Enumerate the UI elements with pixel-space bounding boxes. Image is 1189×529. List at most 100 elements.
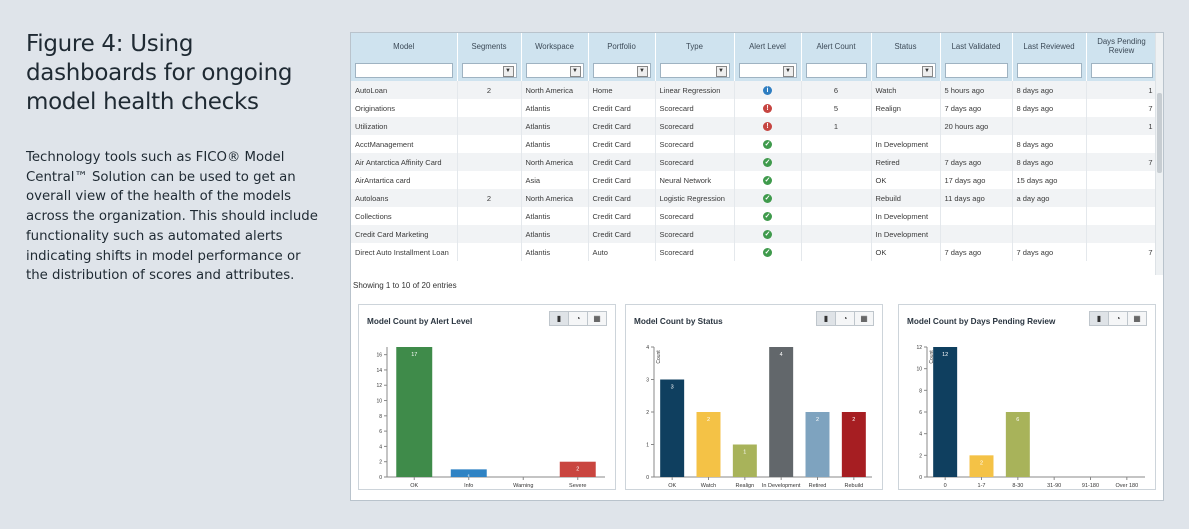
chart-title: Model Count by Alert Level [367, 317, 473, 326]
pie-chart-icon[interactable]: ◔ [1108, 311, 1128, 326]
column-header-days-pending-review[interactable]: Days Pending Review [1086, 33, 1158, 59]
last-reviewed-filter-input[interactable] [1016, 62, 1082, 78]
alert-level-filter-select[interactable]: ▼ [738, 62, 797, 78]
cell-model[interactable]: AcctManagement [351, 135, 458, 153]
cell-portfolio: Credit Card [588, 207, 656, 225]
filter-cell [351, 59, 458, 81]
alert-severe-icon: ! [763, 122, 772, 131]
cell-status: OK [871, 171, 941, 189]
cell-workspace: Atlantis [521, 243, 589, 261]
cell-type: Scorecard [655, 99, 735, 117]
cell-model[interactable]: Utilization [351, 117, 458, 135]
y-tick-label: 8 [919, 388, 922, 394]
cell-type: Scorecard [655, 135, 735, 153]
y-tick-label: 2 [919, 453, 922, 459]
bar [933, 347, 958, 477]
bar-value-label: 2 [707, 417, 710, 423]
segments-filter-select[interactable]: ▼ [461, 62, 517, 78]
chart-view-toggle: ▮ ◔ ▦ [1089, 311, 1147, 326]
column-header-last-reviewed[interactable]: Last Reviewed [1012, 33, 1087, 59]
cell-alert-count [801, 135, 872, 153]
table-icon[interactable]: ▦ [1127, 311, 1147, 326]
table-icon[interactable]: ▦ [587, 311, 607, 326]
status-filter-select[interactable]: ▼ [875, 62, 936, 78]
cell-model[interactable]: AirAntartica card [351, 171, 458, 189]
cell-last-validated: 5 hours ago [940, 81, 1013, 99]
column-header-type[interactable]: Type [655, 33, 735, 59]
cell-model[interactable]: Originations [351, 99, 458, 117]
table-row[interactable]: Collections Atlantis Credit Card Scorecard ✓… [351, 207, 1158, 225]
x-tick-label: 1-7 [978, 483, 986, 489]
cell-days-pending: 1 [1086, 117, 1158, 135]
column-header-model[interactable]: Model [351, 33, 458, 59]
cell-model[interactable]: Air Antarctica Affinity Card [351, 153, 458, 171]
x-tick-label: In Development [762, 483, 801, 489]
cell-model[interactable]: Direct Auto Installment Loan [351, 243, 458, 261]
cell-model[interactable]: Collections [351, 207, 458, 225]
cell-workspace: Atlantis [521, 117, 589, 135]
table-row[interactable]: AutoLoan 2 North America Home Linear Regress… [351, 81, 1158, 99]
cell-portfolio: Credit Card [588, 189, 656, 207]
column-header-portfolio[interactable]: Portfolio [588, 33, 656, 59]
x-tick-label: Severe [569, 483, 586, 489]
type-filter-select[interactable]: ▼ [659, 62, 730, 78]
table-row[interactable]: Utilization Atlantis Credit Card Scorecard!… [351, 117, 1158, 135]
table-icon[interactable]: ▦ [854, 311, 874, 326]
x-tick-label: Info [464, 483, 473, 489]
cell-model[interactable]: AutoLoan [351, 81, 458, 99]
x-tick-label: OK [668, 483, 676, 489]
workspace-filter-select[interactable]: ▼ [525, 62, 584, 78]
cell-alert-count [801, 225, 872, 243]
y-tick-label: 2 [379, 460, 382, 466]
x-tick-label: 31-90 [1047, 483, 1061, 489]
pie-chart-icon[interactable]: ◔ [835, 311, 855, 326]
cell-portfolio: Credit Card [588, 153, 656, 171]
table-row[interactable]: AirAntartica card Asia Credit Card Neural N… [351, 171, 1158, 189]
scrollbar-thumb[interactable] [1157, 93, 1162, 173]
bar-chart-icon[interactable]: ▮ [549, 311, 569, 326]
column-header-alert-level[interactable]: Alert Level [734, 33, 802, 59]
portfolio-filter-select[interactable]: ▼ [592, 62, 651, 78]
pie-chart-icon[interactable]: ◔ [568, 311, 588, 326]
table-row[interactable]: AcctManagement Atlantis Credit Card Scoreca… [351, 135, 1158, 153]
cell-model[interactable]: Credit Card Marketing [351, 225, 458, 243]
table-row[interactable]: Originations Atlantis Credit Card Scorecard… [351, 99, 1158, 117]
cell-workspace: Atlantis [521, 135, 589, 153]
table-row[interactable]: Credit Card Marketing Atlantis Credit Card… [351, 225, 1158, 243]
cell-status: In Development [871, 135, 941, 153]
bar [732, 444, 757, 477]
cell-workspace: North America [521, 81, 589, 99]
column-header-status[interactable]: Status [871, 33, 941, 59]
cell-last-validated [940, 207, 1013, 225]
figure-title: Figure 4: Using dashboards for ongoing m… [26, 31, 293, 115]
y-tick-label: 8 [379, 414, 382, 420]
dropdown-arrow-icon: ▼ [921, 65, 933, 77]
x-tick-label: Over 180 [1116, 483, 1139, 489]
table-row[interactable]: Air Antarctica Affinity Card North Americ… [351, 153, 1158, 171]
cell-segments [457, 171, 522, 189]
alert-count-filter-input[interactable] [805, 62, 867, 78]
cell-model[interactable]: Autoloans [351, 189, 458, 207]
cell-last-validated: 7 days ago [940, 153, 1013, 171]
bar-chart-icon[interactable]: ▮ [816, 311, 836, 326]
table-scrollbar[interactable] [1155, 33, 1163, 275]
x-tick-label: Rebuild [845, 483, 864, 489]
cell-last-validated [940, 135, 1013, 153]
cell-last-validated: 7 days ago [940, 243, 1013, 261]
column-header-segments[interactable]: Segments [457, 33, 522, 59]
bar-chart-icon[interactable]: ▮ [1089, 311, 1109, 326]
model-filter-input[interactable] [355, 62, 453, 78]
cell-last-reviewed: 8 days ago [1012, 99, 1087, 117]
table-row[interactable]: Direct Auto Installment Loan Atlantis Auto… [351, 243, 1158, 261]
column-header-alert-count[interactable]: Alert Count [801, 33, 872, 59]
days-pending-filter-input[interactable] [1090, 62, 1153, 78]
cell-days-pending: 1 [1086, 81, 1158, 99]
cell-status: Retired [871, 153, 941, 171]
column-header-last-validated[interactable]: Last Validated [940, 33, 1013, 59]
dropdown-arrow-icon: ▼ [636, 65, 648, 77]
table-row[interactable]: Autoloans 2 North America Credit Card Logist… [351, 189, 1158, 207]
cell-portfolio: Credit Card [588, 171, 656, 189]
cell-alert-level: ✓ [734, 189, 802, 207]
last-validated-filter-input[interactable] [944, 62, 1008, 78]
column-header-workspace[interactable]: Workspace [521, 33, 589, 59]
